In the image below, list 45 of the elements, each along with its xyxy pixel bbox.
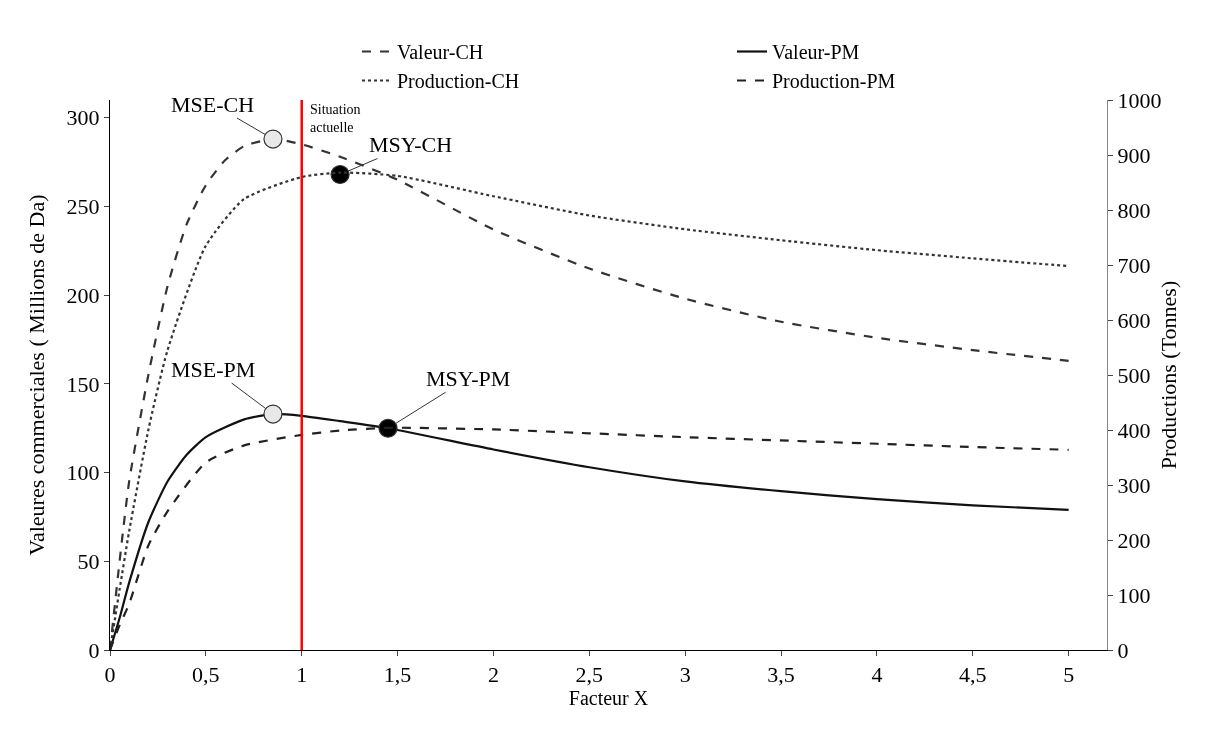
y2-tick-label: 300 — [1117, 472, 1151, 498]
x-tick-label: 3,5 — [767, 662, 795, 688]
x-tick-label: 4,5 — [959, 662, 987, 688]
y2-tick-label: 1000 — [1117, 87, 1162, 113]
x-tick-label: 0 — [104, 662, 116, 688]
point — [378, 418, 398, 438]
y-tick-label: 150 — [66, 371, 100, 397]
x-tick-label: 2 — [487, 662, 499, 688]
legend-label: Production-PM — [772, 70, 896, 93]
y2-tick-label: 700 — [1117, 252, 1151, 278]
x-tick-label: 1 — [296, 662, 308, 688]
y-tick-label: 250 — [66, 194, 100, 220]
annotation: MSY-PM — [426, 366, 511, 391]
annotation: MSY-CH — [369, 132, 453, 157]
y2-tick-label: 800 — [1117, 197, 1151, 223]
x-tick-label: 3 — [679, 662, 691, 688]
y-tick-label: 100 — [66, 460, 100, 486]
y2-tick-label: 200 — [1117, 527, 1151, 553]
y2-tick-label: 0 — [1117, 637, 1129, 663]
legend-label: Valeur-CH — [397, 41, 484, 64]
y-tick-label: 0 — [88, 637, 100, 663]
annotation: MSE-CH — [171, 92, 255, 117]
y-tick-label: 50 — [77, 548, 100, 574]
y2-tick-label: 900 — [1117, 142, 1151, 168]
x-tick-label: 5 — [1063, 662, 1075, 688]
point — [263, 404, 283, 424]
y-tick-label: 300 — [66, 105, 100, 131]
x-axis-title: Facteur X — [568, 687, 649, 710]
y2-axis-title: Productions (Tonnes) — [1156, 280, 1182, 470]
y-tick-label: 200 — [66, 282, 100, 308]
point — [263, 129, 283, 149]
y2-tick-label: 100 — [1117, 582, 1151, 608]
y2-tick-label: 400 — [1117, 417, 1151, 443]
x-tick-label: 0,5 — [192, 662, 220, 688]
legend-label: Production-CH — [397, 70, 520, 93]
y-axis-title: Valeures commerciales ( Millions de Da) — [24, 194, 50, 556]
point — [330, 164, 350, 185]
legend-label: Valeur-PM — [772, 41, 860, 64]
ref-line-label: Situation actuelle — [310, 102, 361, 136]
y2-tick-label: 500 — [1117, 362, 1151, 388]
x-tick-label: 1,5 — [383, 662, 412, 688]
y2-tick-label: 600 — [1117, 307, 1151, 333]
annotation: MSE-PM — [171, 357, 256, 382]
x-tick-label: 4 — [871, 662, 883, 688]
x-tick-label: 2,5 — [575, 662, 604, 688]
